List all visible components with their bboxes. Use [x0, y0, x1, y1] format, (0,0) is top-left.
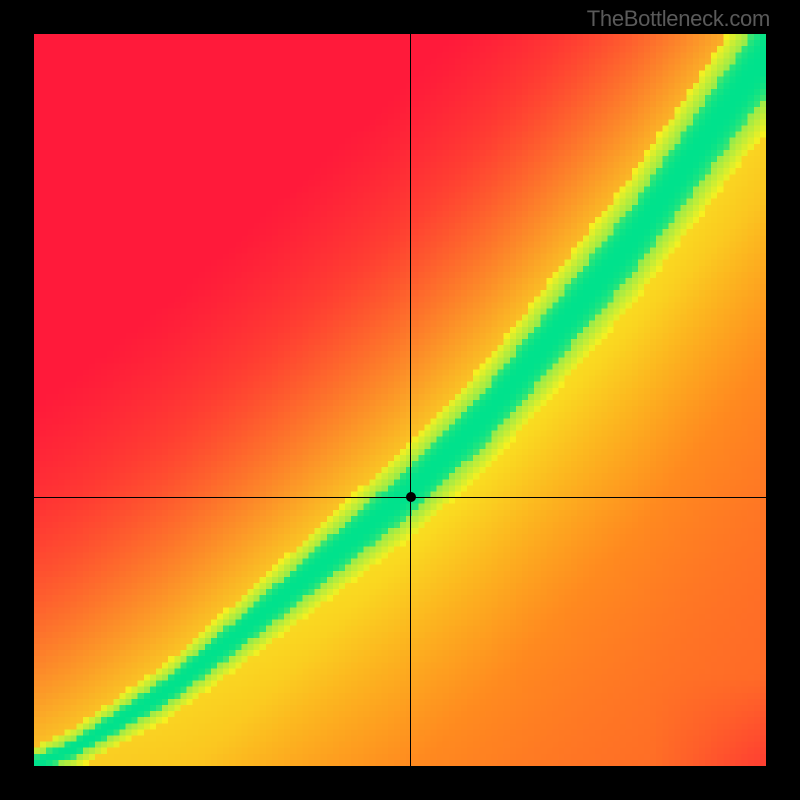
crosshair-vertical — [410, 34, 411, 766]
bottleneck-heatmap — [34, 34, 766, 766]
watermark-text: TheBottleneck.com — [587, 6, 770, 32]
crosshair-horizontal — [34, 497, 766, 498]
heatmap-canvas — [34, 34, 766, 766]
crosshair-marker — [406, 492, 416, 502]
